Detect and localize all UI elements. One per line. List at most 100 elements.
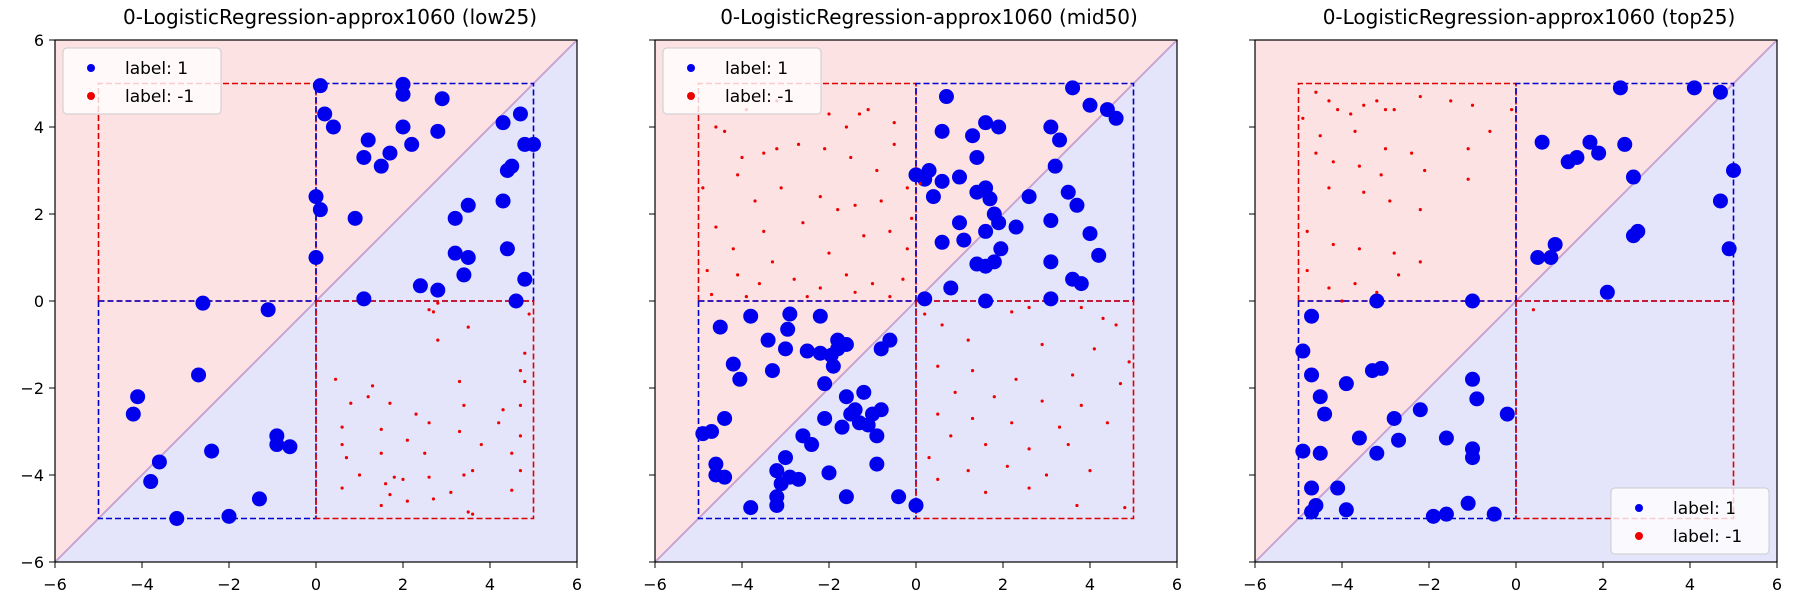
point-label-neg1: [457, 429, 462, 434]
y-axis: [1249, 39, 1255, 563]
point-label-neg1: [1066, 442, 1070, 447]
point-label-neg1: [714, 225, 718, 229]
point-label-1: [373, 158, 389, 174]
point-label-neg1: [779, 186, 783, 190]
point-label-neg1: [731, 247, 735, 251]
point-label-neg1: [1071, 373, 1075, 377]
x-tick-label: 0: [911, 575, 921, 594]
point-label-1: [1043, 213, 1059, 229]
point-label-1: [1043, 254, 1059, 270]
point-label-neg1: [379, 503, 383, 508]
point-label-neg1: [436, 301, 440, 305]
point-label-1: [1065, 80, 1081, 96]
point-label-1: [495, 115, 511, 131]
y-tick-label: 2: [34, 205, 44, 224]
point-label-1: [825, 358, 841, 374]
point-label-neg1: [879, 199, 883, 203]
point-label-1: [969, 149, 985, 165]
point-label-neg1: [1114, 323, 1118, 327]
point-label-neg1: [423, 451, 427, 455]
point-label-neg1: [1079, 305, 1083, 310]
point-label-neg1: [736, 173, 740, 177]
legend-label: label: 1: [725, 59, 788, 79]
point-label-neg1: [384, 482, 388, 486]
point-label-1: [382, 145, 398, 161]
point-label-1: [508, 293, 524, 309]
point-label-1: [1543, 250, 1559, 265]
point-label-neg1: [1423, 168, 1427, 173]
point-label-1: [799, 343, 815, 359]
y-tick-label: 4: [34, 118, 44, 137]
point-label-neg1: [388, 492, 392, 497]
legend-label: label: 1: [1673, 499, 1736, 519]
legend-marker-positive: [1635, 504, 1643, 512]
point-label-1: [1530, 250, 1546, 265]
point-label-1: [430, 123, 446, 139]
point-label-neg1: [844, 125, 848, 129]
point-label-neg1: [518, 403, 523, 407]
point-label-1: [312, 202, 328, 218]
point-label-neg1: [853, 290, 857, 294]
point-label-1: [769, 463, 785, 479]
point-label-neg1: [1014, 377, 1018, 381]
point-label-neg1: [905, 186, 909, 190]
x-tick-label: −4: [130, 575, 154, 594]
point-label-neg1: [762, 229, 766, 233]
point-label-1: [1534, 134, 1550, 150]
point-label-neg1: [849, 155, 853, 160]
point-label-1: [1712, 84, 1728, 100]
point-label-1: [1308, 497, 1324, 513]
point-label-1: [269, 437, 285, 453]
point-label-neg1: [340, 425, 344, 429]
point-label-neg1: [857, 112, 862, 116]
legend-label: label: -1: [725, 87, 794, 107]
point-label-1: [934, 234, 950, 250]
point-label-neg1: [1510, 108, 1514, 112]
point-label-neg1: [1392, 251, 1396, 255]
point-label-neg1: [1040, 399, 1044, 403]
x-axis: −6 −4 −2 0 2 4 6: [43, 562, 582, 594]
point-label-1: [499, 241, 515, 257]
point-label-neg1: [1318, 134, 1322, 138]
chart-panel-top25: 0-LogisticRegression-approx1060 (top25) …: [1243, 5, 1782, 594]
point-label-neg1: [970, 369, 975, 373]
point-label-neg1: [1488, 129, 1492, 133]
point-label-1: [869, 428, 885, 444]
point-label-neg1: [736, 273, 740, 277]
x-tick-label: −4: [730, 575, 754, 594]
point-label-neg1: [501, 408, 505, 412]
legend: label: 1 label: -1: [1610, 487, 1770, 555]
point-label-neg1: [805, 295, 809, 299]
point-label-1: [978, 293, 994, 309]
point-label-1: [952, 169, 967, 185]
point-label-1: [460, 250, 476, 265]
point-label-neg1: [1383, 147, 1388, 151]
point-label-1: [760, 332, 776, 348]
point-label-1: [143, 474, 159, 490]
point-label-1: [908, 497, 924, 513]
point-label-neg1: [518, 369, 523, 373]
point-label-neg1: [984, 442, 988, 447]
point-label-neg1: [927, 456, 931, 460]
point-label-1: [1721, 241, 1737, 257]
point-label-neg1: [1357, 247, 1361, 251]
y-tick-label: −4: [20, 466, 44, 485]
point-label-1: [1082, 226, 1098, 242]
point-label-1: [1391, 432, 1407, 448]
legend-frame: [62, 47, 222, 115]
point-label-neg1: [753, 199, 757, 203]
point-label-1: [1295, 443, 1311, 459]
point-label-1: [1047, 158, 1063, 174]
chart-panel-low25: 0-LogisticRegression-approx1060 (low25) …: [20, 5, 582, 594]
point-label-1: [1373, 360, 1389, 376]
point-label-neg1: [936, 477, 940, 481]
point-label-neg1: [1349, 112, 1353, 116]
point-label-1: [965, 128, 981, 144]
point-label-1: [456, 267, 472, 283]
point-label-neg1: [1531, 308, 1535, 312]
point-label-1: [1338, 502, 1354, 518]
point-label-1: [732, 371, 748, 387]
point-label-neg1: [1418, 208, 1422, 212]
plot-area: [55, 40, 577, 562]
point-label-neg1: [471, 469, 475, 473]
